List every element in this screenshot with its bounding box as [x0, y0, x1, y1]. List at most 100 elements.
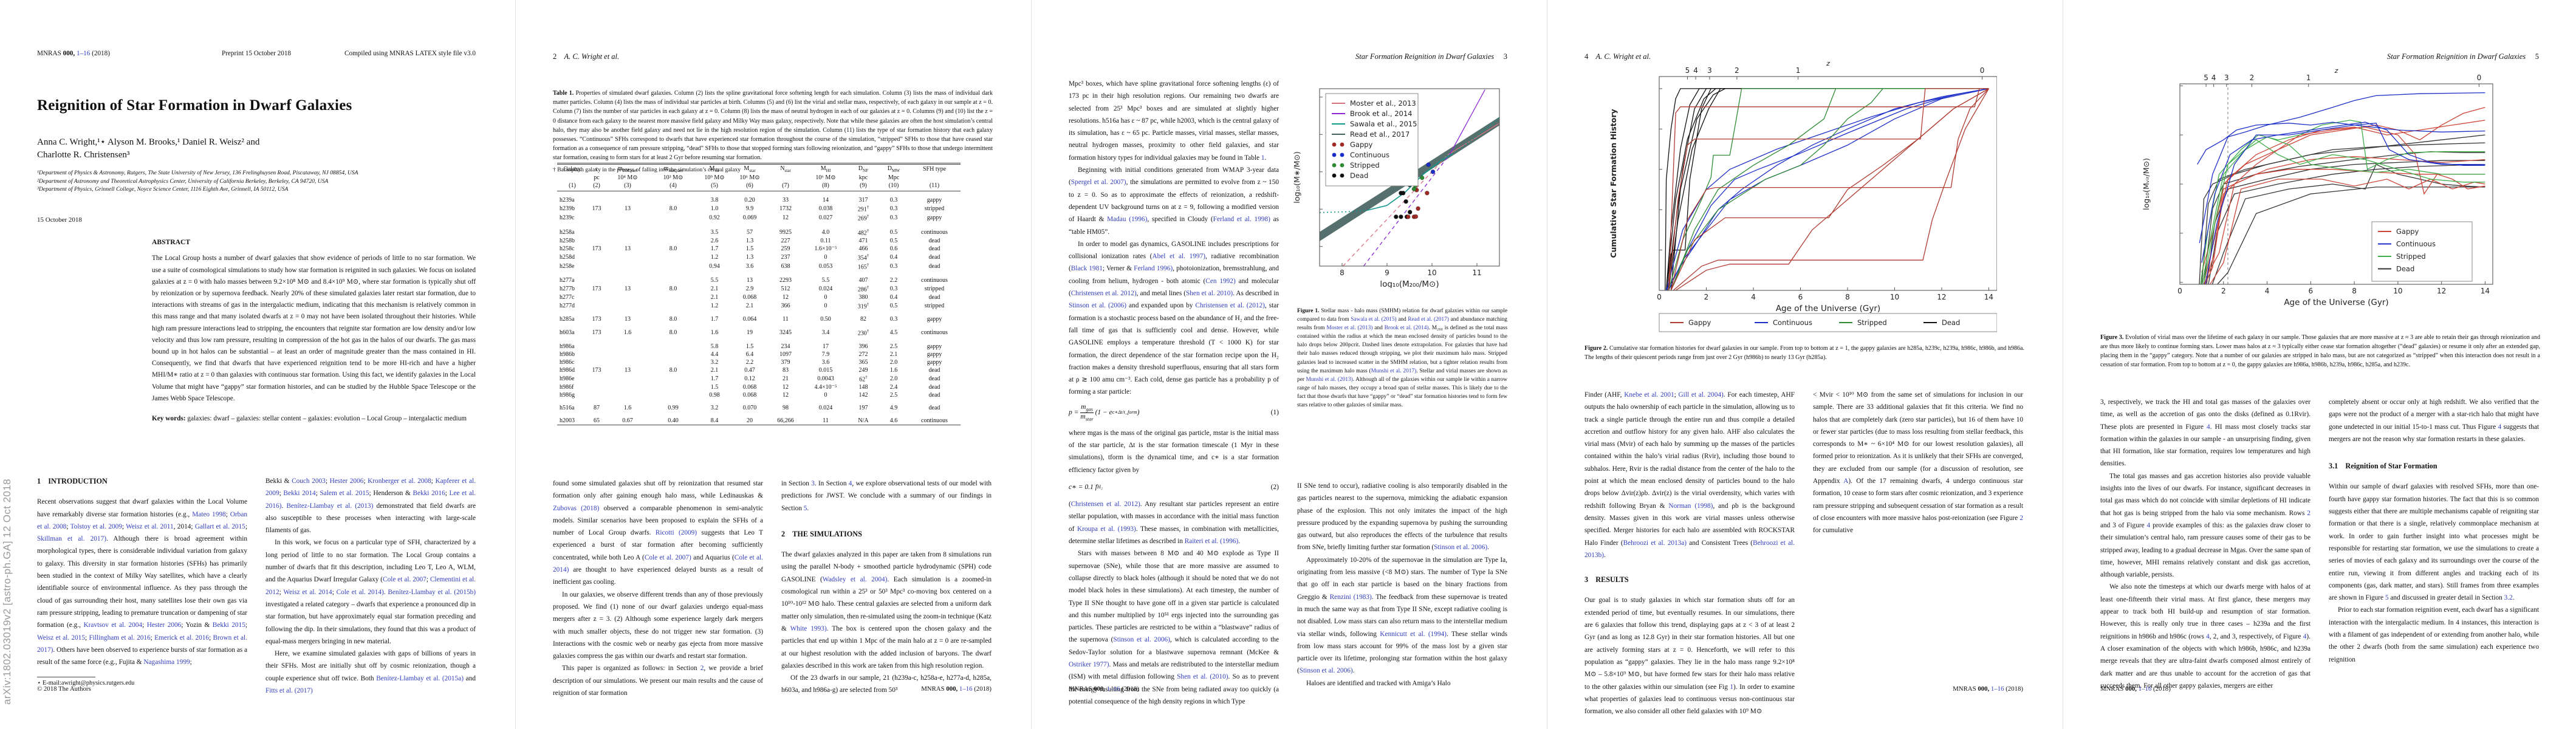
- citation-link[interactable]: Madau (1996): [1107, 216, 1148, 224]
- citation-link[interactable]: Fillingham et al. 2016: [89, 634, 151, 642]
- citation-link[interactable]: Weisz et al. 2011: [126, 522, 174, 530]
- crossref-link[interactable]: 4: [848, 480, 852, 487]
- citation-link[interactable]: Brook et al. (2014): [1384, 325, 1429, 332]
- citation-link[interactable]: Stinson et al. 2006): [1113, 636, 1170, 644]
- citation-link[interactable]: Stinson et al. 2006): [1299, 667, 1353, 675]
- citation-link[interactable]: Clementini et al. 2012: [265, 576, 476, 596]
- citation-link[interactable]: Ricotti (2009): [655, 529, 697, 537]
- citation-link[interactable]: Abel et al. 1997): [1152, 253, 1205, 261]
- email-footnote: ⋆ E-mail:awright@physics.rutgers.edu: [37, 680, 135, 687]
- citation-link[interactable]: Norman (1998): [1668, 502, 1713, 510]
- citation-link[interactable]: Munshi et al. (2013): [1306, 376, 1353, 383]
- page-title: Reignition of Star Formation in Dwarf Ga…: [37, 97, 352, 114]
- citation-link[interactable]: Orban et al. 2008: [37, 510, 247, 530]
- crossref-link[interactable]: 1: [1730, 683, 1734, 691]
- citation-link[interactable]: Lee et al. 2016): [265, 490, 476, 510]
- citation-link[interactable]: Moster et al. (2013): [1326, 325, 1373, 332]
- citation-link[interactable]: Couch 2003: [292, 477, 326, 485]
- crossref-link[interactable]: 4: [2303, 632, 2307, 640]
- citation-link[interactable]: Weisz et al. 2015: [37, 634, 85, 642]
- citation-link[interactable]: Spergel et al. 2007): [1070, 179, 1126, 187]
- citation-link[interactable]: Stinson et al. 2006): [1434, 544, 1488, 552]
- citation-link[interactable]: Cole et al. 2007: [383, 576, 426, 584]
- citation-link[interactable]: Kronberger et al. 2008: [368, 477, 431, 485]
- svg-text:log₁₀(Mᵥᵢᵣ/M⊙): log₁₀(Mᵥᵢᵣ/M⊙): [2142, 158, 2151, 210]
- citation-link[interactable]: Christensen et al. 2012): [1070, 290, 1137, 298]
- citation-link[interactable]: Hester 2006: [146, 621, 182, 629]
- citation-link[interactable]: Black 1981: [1070, 265, 1103, 273]
- citation-link[interactable]: Bekki 2016: [413, 490, 445, 498]
- citation-link[interactable]: Benítez-Llambay et al. (2015b): [388, 588, 476, 596]
- citation-link[interactable]: Cole et al. 2014): [553, 553, 763, 574]
- citation-link[interactable]: Hester 2006: [329, 477, 364, 485]
- crossref-link[interactable]: 5: [803, 504, 807, 512]
- citation-link[interactable]: Shen et al. (2010): [1177, 673, 1228, 681]
- crossref-link[interactable]: 3.2: [2504, 594, 2513, 602]
- citation-link[interactable]: Kroupa et al. (1993): [1077, 525, 1136, 533]
- citation-link[interactable]: Cole et al. 2007): [644, 553, 691, 561]
- citation-link[interactable]: Behroozi et al. 2013a): [1623, 539, 1687, 547]
- crossref-link[interactable]: 4: [2146, 521, 2151, 529]
- citation-link[interactable]: Kapferer et al. 2009: [265, 477, 476, 498]
- figure-3-virial-mass-evolution: 0246810121488.599.510543210zAge of the U…: [2141, 67, 2512, 310]
- section-1-heading: 1 INTRODUCTION: [37, 477, 108, 485]
- svg-text:0: 0: [2177, 287, 2182, 295]
- citation-link[interactable]: Emerick et al. 2016: [154, 634, 210, 642]
- citation-link[interactable]: Sawala et al. (2015): [1351, 317, 1397, 323]
- citation-link[interactable]: Christensen et al. 2012): [1070, 501, 1140, 508]
- citation-link[interactable]: Wadsley et al. 2004): [822, 575, 888, 583]
- crossref-link[interactable]: 2: [700, 665, 704, 673]
- col-unit: 10⁶ M⊙: [815, 174, 836, 181]
- pages-link[interactable]: 1–16: [76, 50, 91, 57]
- citation-link[interactable]: Gill et al. 2004): [1678, 391, 1724, 399]
- citation-link[interactable]: Ostriker 1977): [1069, 661, 1109, 669]
- citation-link[interactable]: Ferland et al. 1998): [1213, 216, 1270, 224]
- citation-link[interactable]: Munshi et al. 2017): [1371, 368, 1417, 374]
- col-header: Galaxy: [563, 166, 581, 173]
- citation-link[interactable]: Salem et al. 2015: [320, 490, 369, 498]
- citation-link[interactable]: Bekki 2015: [212, 621, 245, 629]
- citation-link[interactable]: Kravtsov et al. 2004: [83, 621, 143, 629]
- citation-link[interactable]: Mateo 1998: [192, 510, 226, 518]
- citation-link[interactable]: Cen 1992): [1205, 277, 1236, 285]
- citation-link[interactable]: Cole et al. 2014): [336, 588, 384, 596]
- citation-link[interactable]: Stinson et al. (2006): [1069, 302, 1127, 310]
- paragraph: < Mvir < 10¹⁰ M⊙ from the same set of si…: [1813, 391, 2023, 535]
- citation-link[interactable]: Benítez-Llambay et al. (2015a): [376, 674, 464, 682]
- citation-link[interactable]: White 1993): [790, 625, 827, 632]
- citation-link[interactable]: Ferland 1996): [1134, 265, 1173, 273]
- citation-link[interactable]: Knebe et al. 2001: [1624, 391, 1674, 399]
- citation-link[interactable]: Benítez-Llambay et al. (2013): [286, 502, 374, 510]
- citation-link[interactable]: Raiteri et al. (1996): [1184, 538, 1239, 546]
- crossref-link[interactable]: 1: [1261, 154, 1265, 162]
- crossref-link[interactable]: 5: [2385, 594, 2389, 602]
- svg-text:Sawala et al., 2015: Sawala et al., 2015: [1350, 120, 1417, 128]
- citation-link[interactable]: Gallart et al. 2015: [194, 522, 245, 530]
- crossref-link[interactable]: A: [1843, 477, 1849, 485]
- col-header: MHI: [820, 165, 831, 173]
- crossref-link[interactable]: 4: [2206, 632, 2210, 640]
- citation-link[interactable]: Skillman et al. 2017): [37, 535, 106, 543]
- col-unit: [767, 174, 804, 182]
- citation-link[interactable]: Bekki 2014: [283, 490, 316, 498]
- crossref-link[interactable]: 3: [811, 480, 815, 487]
- citation-link[interactable]: Brown et al. 2017): [37, 634, 247, 654]
- crossref-link[interactable]: 2: [2307, 509, 2311, 517]
- crossref-link[interactable]: 4: [2207, 423, 2210, 431]
- citation-link[interactable]: Tolstoy et al. 2009: [70, 522, 122, 530]
- crossref-link[interactable]: 4: [2498, 423, 2502, 431]
- citation-link[interactable]: Read et al. (2017): [1408, 317, 1449, 323]
- citation-link[interactable]: Fitts et al. (2017): [265, 687, 313, 695]
- citation-link[interactable]: Weisz et al. 2014: [283, 588, 332, 596]
- paragraph: In our galaxies, we observe different tr…: [553, 590, 763, 660]
- citation-link[interactable]: Behroozi et al. 2013b): [1584, 539, 1795, 559]
- citation-link[interactable]: Nagashima 1999: [143, 659, 190, 666]
- citation-link[interactable]: Zubovas (2018): [553, 504, 600, 512]
- citation-link[interactable]: Christensen et al. (2012): [1195, 302, 1265, 310]
- page3-running-head: Star Formation Reignition in Dwarf Galax…: [1355, 52, 1507, 61]
- citation-link[interactable]: Shen et al. 2010): [1186, 290, 1233, 298]
- crossref-link[interactable]: 2: [2019, 514, 2023, 522]
- citation-link[interactable]: Kennicutt et al. (1994): [1380, 630, 1447, 638]
- citation-link[interactable]: Renzini (1983): [1329, 593, 1372, 601]
- table-row: h986f 1.5 0.068 12 4.4×10⁻⁵ 148 2.4 dead: [560, 383, 940, 391]
